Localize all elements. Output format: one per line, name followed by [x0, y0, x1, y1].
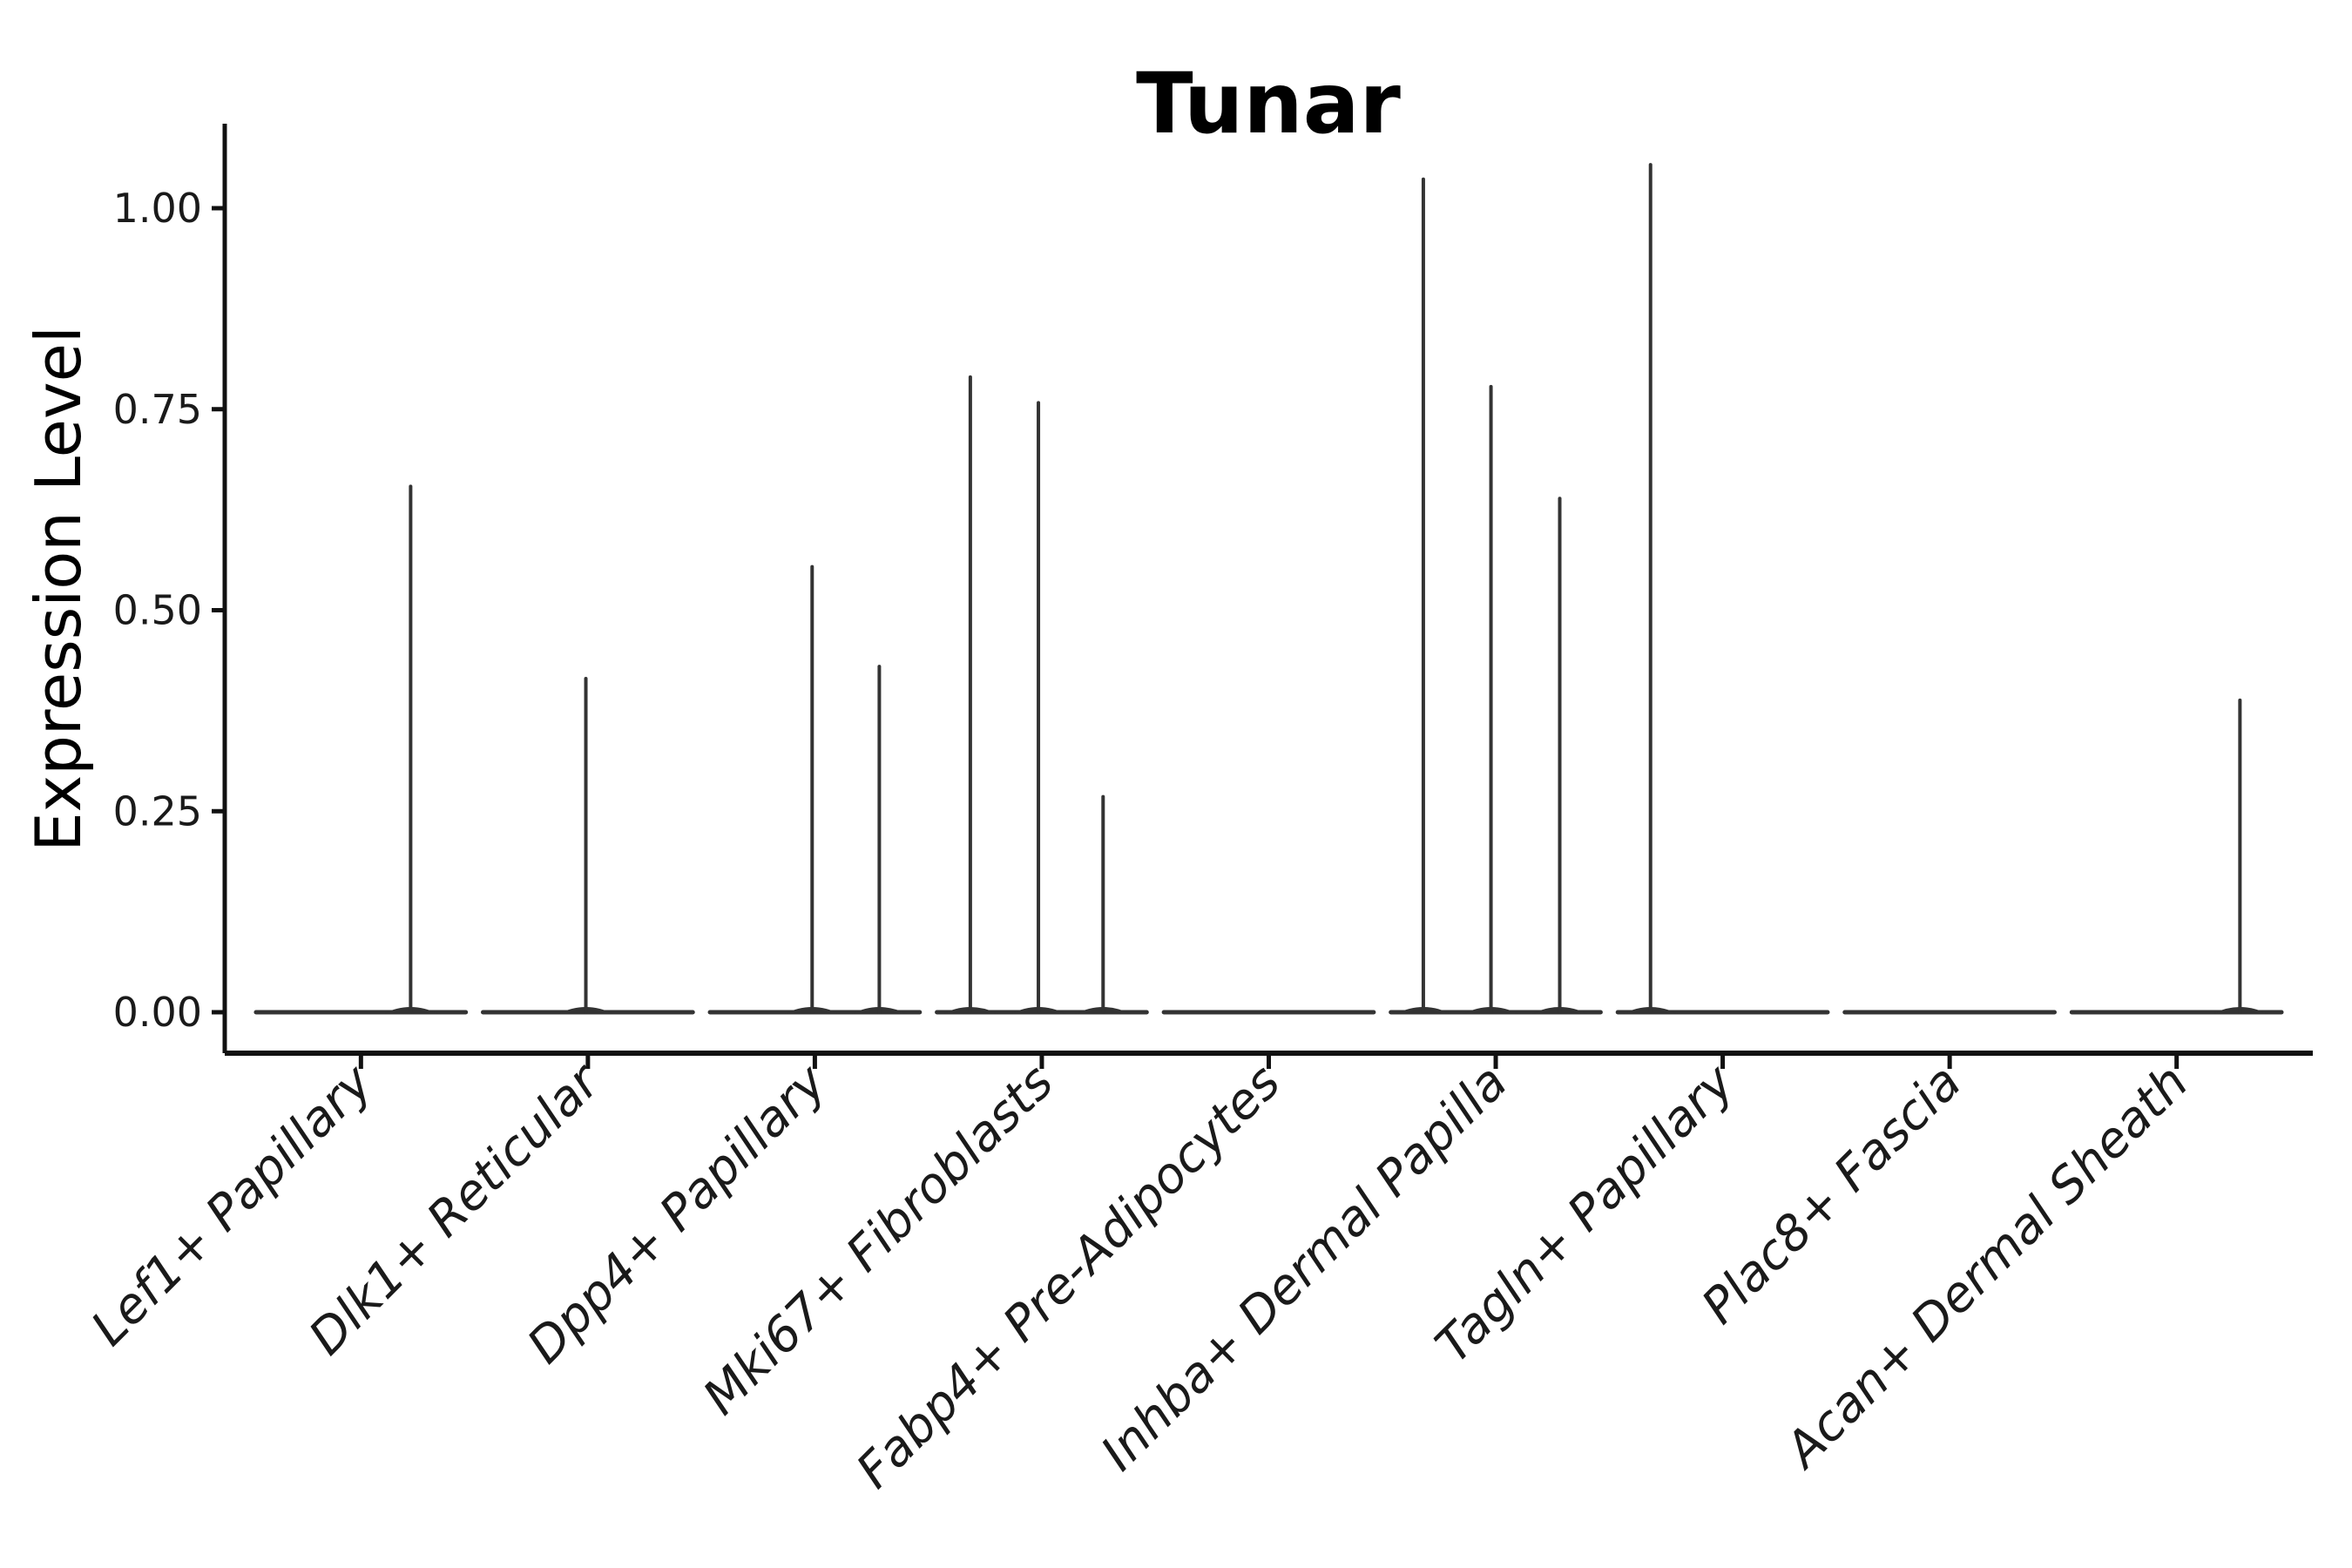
- violin: [707, 564, 923, 1015]
- x-tick-label: Fabp4+ Pre-Adipocytes: [846, 1054, 1291, 1499]
- violin: [1615, 163, 1830, 1015]
- violin: [1389, 177, 1603, 1015]
- y-tick-label: 0.25: [113, 787, 202, 835]
- violin: [2069, 698, 2284, 1015]
- violin: [253, 484, 469, 1015]
- y-tick-label: 0.75: [113, 386, 202, 433]
- y-tick-label: 1.00: [113, 185, 202, 232]
- x-tick-label: Inhba+ Dermal Papilla: [1091, 1054, 1518, 1482]
- x-tick-label: Acan+ Dermal Sheath: [1773, 1054, 2199, 1480]
- y-tick-label: 0.50: [113, 587, 202, 634]
- violin: [935, 375, 1149, 1015]
- chart-title: Tunar: [1136, 55, 1401, 152]
- y-axis-label: Expression Level: [22, 326, 95, 852]
- violin-layer: [253, 163, 2284, 1015]
- y-tick-label: 0.00: [113, 989, 202, 1036]
- violin: [480, 676, 695, 1015]
